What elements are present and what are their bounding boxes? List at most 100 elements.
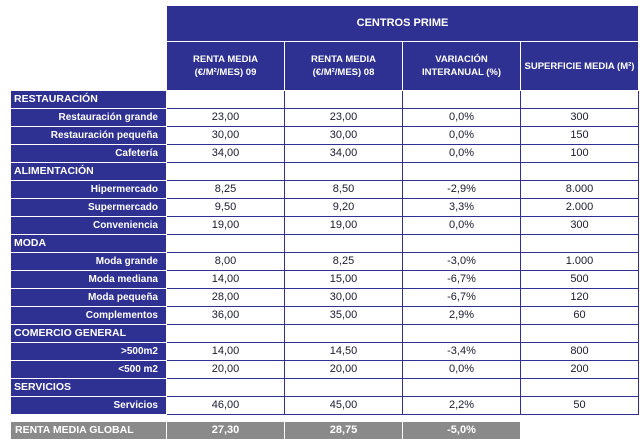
section-empty-cell bbox=[402, 90, 521, 109]
cell-renta-08: 14,50 bbox=[284, 342, 403, 361]
table-row: Restauración pequeña 30,00 30,00 0,0% 150 bbox=[10, 126, 639, 145]
cell-variacion: -6,7% bbox=[402, 270, 521, 289]
row-label: Supermercado bbox=[10, 198, 167, 217]
table-row: Hipermercado 8,25 8,50 -2,9% 8.000 bbox=[10, 180, 639, 199]
cell-renta-08: 8,25 bbox=[284, 252, 403, 271]
cell-variacion: 0,0% bbox=[402, 144, 521, 163]
total-row: RENTA MEDIA GLOBAL 27,30 28,75 -5,0% bbox=[10, 421, 639, 440]
cell-superficie: 150 bbox=[520, 126, 639, 145]
row-label: Moda grande bbox=[10, 252, 167, 271]
cell-renta-09: 23,00 bbox=[166, 108, 285, 127]
cell-renta-09: 8,00 bbox=[166, 252, 285, 271]
section-empty-cell bbox=[166, 378, 285, 397]
title-row: CENTROS PRIME bbox=[10, 5, 639, 42]
cell-superficie: 1.000 bbox=[520, 252, 639, 271]
cell-variacion: 2,2% bbox=[402, 396, 521, 415]
table-row: Conveniencia 19,00 19,00 0,0% 300 bbox=[10, 216, 639, 235]
spacer-cell bbox=[285, 415, 403, 422]
table-row: Supermercado 9,50 9,20 3,3% 2.000 bbox=[10, 198, 639, 217]
column-header-renta-09: RENTA MEDIA (€/M²/MES) 09 bbox=[166, 41, 285, 91]
rent-table: CENTROS PRIME RENTA MEDIA (€/M²/MES) 09 … bbox=[10, 5, 639, 440]
cell-renta-09: 28,00 bbox=[166, 288, 285, 307]
cell-renta-09: 14,00 bbox=[166, 342, 285, 361]
total-renta-08: 28,75 bbox=[284, 421, 403, 440]
cell-superficie: 50 bbox=[520, 396, 639, 415]
cell-variacion: -3,0% bbox=[402, 252, 521, 271]
column-header-variacion: VARIACIÓN INTERANUAL (%) bbox=[402, 41, 521, 91]
cell-superficie: 500 bbox=[520, 270, 639, 289]
spacer-row bbox=[11, 415, 639, 422]
row-label: Moda mediana bbox=[10, 270, 167, 289]
row-label: <500 m2 bbox=[10, 360, 167, 379]
table-row: <500 m2 20,00 20,00 0,0% 200 bbox=[10, 360, 639, 379]
column-header-superficie: SUPERFICIE MEDIA (M²) bbox=[520, 41, 639, 91]
row-label: Cafetería bbox=[10, 144, 167, 163]
cell-superficie: 60 bbox=[520, 306, 639, 325]
cell-renta-09: 14,00 bbox=[166, 270, 285, 289]
section-label: SERVICIOS bbox=[10, 378, 167, 397]
cell-renta-09: 46,00 bbox=[166, 396, 285, 415]
section-row: SERVICIOS bbox=[10, 378, 639, 397]
cell-variacion: -3,4% bbox=[402, 342, 521, 361]
section-row: MODA bbox=[10, 234, 639, 253]
section-label: COMERCIO GENERAL bbox=[10, 324, 167, 343]
cell-variacion: 3,3% bbox=[402, 198, 521, 217]
cell-renta-09: 30,00 bbox=[166, 126, 285, 145]
section-row: ALIMENTACIÓN bbox=[10, 162, 639, 181]
cell-renta-08: 30,00 bbox=[284, 288, 403, 307]
spacer-cell bbox=[11, 415, 167, 422]
cell-variacion: 0,0% bbox=[402, 126, 521, 145]
cell-renta-08: 20,00 bbox=[284, 360, 403, 379]
cell-renta-09: 36,00 bbox=[166, 306, 285, 325]
section-label: ALIMENTACIÓN bbox=[10, 162, 167, 181]
row-label: >500m2 bbox=[10, 342, 167, 361]
cell-renta-08: 23,00 bbox=[284, 108, 403, 127]
section-empty-cell bbox=[402, 324, 521, 343]
cell-renta-09: 9,50 bbox=[166, 198, 285, 217]
total-label: RENTA MEDIA GLOBAL bbox=[10, 421, 167, 440]
cell-renta-09: 34,00 bbox=[166, 144, 285, 163]
cell-renta-08: 19,00 bbox=[284, 216, 403, 235]
table-row: Moda pequeña 28,00 30,00 -6,7% 120 bbox=[10, 288, 639, 307]
cell-superficie: 800 bbox=[520, 342, 639, 361]
section-label: RESTAURACIÓN bbox=[10, 90, 167, 109]
section-empty-cell bbox=[402, 234, 521, 253]
section-empty-cell bbox=[166, 324, 285, 343]
cell-superficie: 2.000 bbox=[520, 198, 639, 217]
cell-superficie: 8.000 bbox=[520, 180, 639, 199]
table-row: Restauración grande 23,00 23,00 0,0% 300 bbox=[10, 108, 639, 127]
cell-renta-09: 19,00 bbox=[166, 216, 285, 235]
section-empty-cell bbox=[284, 162, 403, 181]
table-row: Cafetería 34,00 34,00 0,0% 100 bbox=[10, 144, 639, 163]
section-empty-cell bbox=[166, 162, 285, 181]
row-label: Servicios bbox=[10, 396, 167, 415]
section-empty-cell bbox=[284, 90, 403, 109]
section-label: MODA bbox=[10, 234, 167, 253]
cell-renta-08: 8,50 bbox=[284, 180, 403, 199]
section-empty-cell bbox=[520, 324, 639, 343]
section-row: RESTAURACIÓN bbox=[10, 90, 639, 109]
row-label: Hipermercado bbox=[10, 180, 167, 199]
spacer-cell bbox=[521, 415, 639, 422]
cell-renta-09: 20,00 bbox=[166, 360, 285, 379]
row-label: Complementos bbox=[10, 306, 167, 325]
spacer-cell bbox=[403, 415, 521, 422]
total-empty-cell bbox=[520, 421, 639, 440]
cell-renta-09: 8,25 bbox=[166, 180, 285, 199]
table-row: Complementos 36,00 35,00 2,9% 60 bbox=[10, 306, 639, 325]
cell-renta-08: 35,00 bbox=[284, 306, 403, 325]
section-empty-cell bbox=[520, 162, 639, 181]
table-row: Moda grande 8,00 8,25 -3,0% 1.000 bbox=[10, 252, 639, 271]
section-empty-cell bbox=[284, 378, 403, 397]
cell-superficie: 300 bbox=[520, 108, 639, 127]
section-empty-cell bbox=[166, 234, 285, 253]
row-label: Restauración pequeña bbox=[10, 126, 167, 145]
section-empty-cell bbox=[520, 378, 639, 397]
section-empty-cell bbox=[402, 378, 521, 397]
row-label: Conveniencia bbox=[10, 216, 167, 235]
column-header-row: RENTA MEDIA (€/M²/MES) 09 RENTA MEDIA (€… bbox=[10, 41, 639, 91]
cell-variacion: -6,7% bbox=[402, 288, 521, 307]
total-variacion: -5,0% bbox=[402, 421, 521, 440]
cell-variacion: -2,9% bbox=[402, 180, 521, 199]
table-title: CENTROS PRIME bbox=[166, 5, 639, 42]
